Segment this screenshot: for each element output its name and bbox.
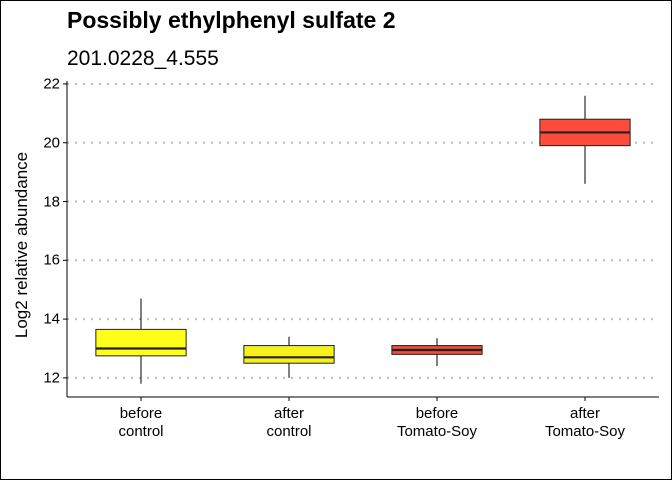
- x-tick-label: after Tomato-Soy: [525, 405, 645, 441]
- chart-title: Possibly ethylphenyl sulfate 2: [67, 7, 396, 33]
- y-tick-label: 14: [43, 310, 60, 328]
- y-tick-label: 16: [43, 251, 60, 269]
- x-tick-label: before control: [81, 405, 201, 441]
- x-tick-label: after control: [229, 405, 349, 441]
- x-tick-label-line2: control: [118, 423, 164, 440]
- x-tick-label-line1: before: [415, 405, 459, 422]
- x-tick-label: before Tomato-Soy: [377, 405, 497, 441]
- chart-subtitle: 201.0228_4.555: [67, 47, 219, 70]
- x-tick-label-line1: after: [273, 405, 304, 422]
- x-tick-label-line1: after: [569, 405, 600, 422]
- y-tick-label: 22: [43, 75, 60, 93]
- x-tick-label-line2: control: [266, 423, 312, 440]
- y-tick-label: 20: [43, 134, 60, 152]
- box: [95, 328, 187, 357]
- x-tick-label-line1: before: [119, 405, 163, 422]
- box: [243, 345, 335, 364]
- x-tick-label-line2: Tomato-Soy: [396, 423, 478, 440]
- x-tick-label-line2: Tomato-Soy: [544, 423, 626, 440]
- y-tick-label: 18: [43, 193, 60, 211]
- y-tick-label: 12: [43, 369, 60, 387]
